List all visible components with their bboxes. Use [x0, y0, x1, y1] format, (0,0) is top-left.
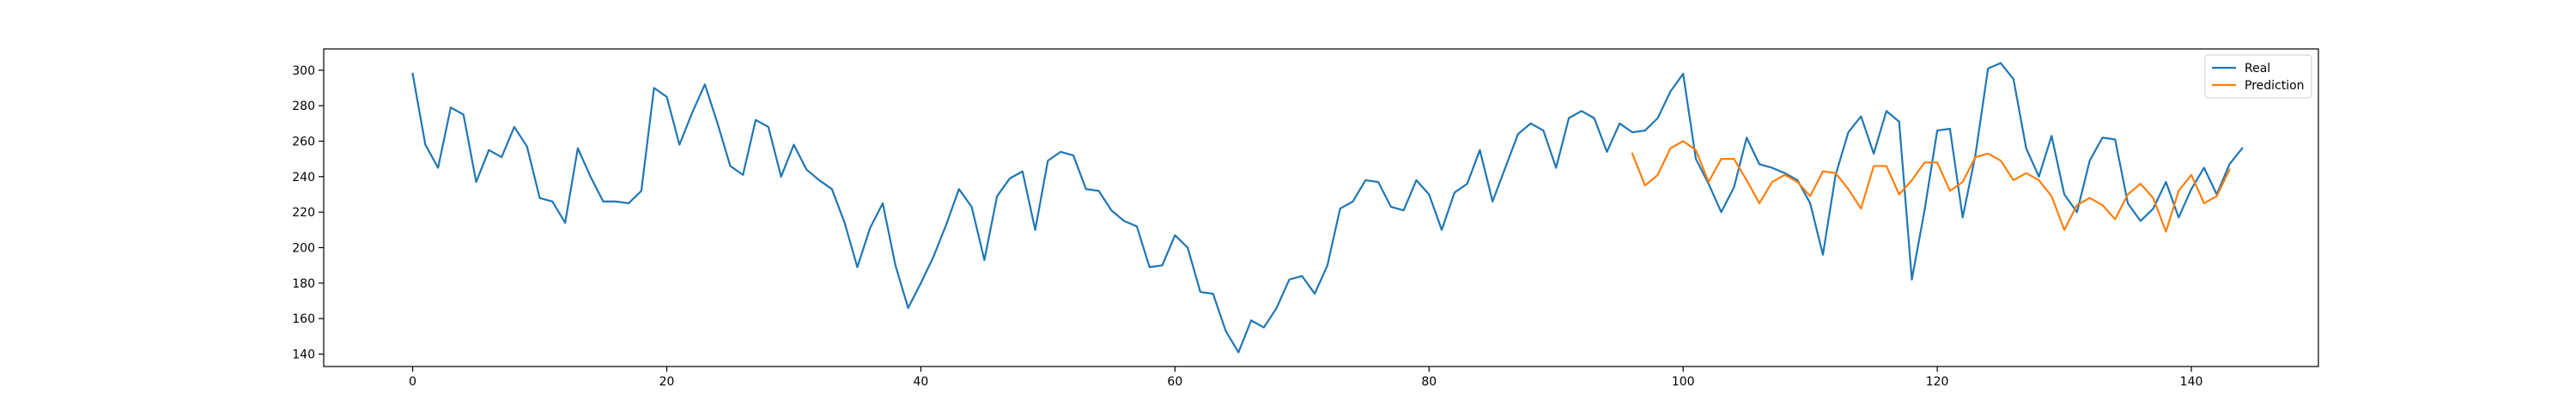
x-tick-label: 20 — [659, 375, 675, 389]
y-tick-label: 260 — [292, 135, 315, 148]
x-tick-label: 140 — [2180, 375, 2203, 389]
y-tick-label: 200 — [292, 242, 315, 256]
y-tick-label: 140 — [292, 348, 315, 362]
legend-label-prediction: Prediction — [2245, 79, 2305, 93]
series-line-real — [411, 62, 2244, 354]
legend-box — [2204, 54, 2312, 99]
x-tick-label: 100 — [1672, 375, 1695, 389]
x-tick-label: 120 — [1926, 375, 1949, 389]
series-line-prediction — [1631, 140, 2231, 233]
plot-frame — [323, 48, 2319, 367]
x-tick-label: 0 — [409, 375, 416, 389]
axes-layer: 0 20 40 60 80 100 120 140 140 160 180 200 220 240 260 2… — [292, 48, 2319, 389]
x-tick-label: 40 — [914, 375, 929, 389]
y-tick-label: 300 — [292, 64, 315, 78]
x-tick-label: 80 — [1421, 375, 1437, 389]
y-tick-label: 220 — [292, 206, 315, 220]
y-tick-label: 280 — [292, 100, 315, 113]
y-tick-label: 240 — [292, 171, 315, 185]
y-tick-label: 180 — [292, 277, 315, 291]
y-tick-label: 160 — [292, 312, 315, 326]
legend: Real Prediction — [2204, 54, 2312, 99]
legend-label-real: Real — [2245, 62, 2270, 76]
x-tick-label: 60 — [1167, 375, 1182, 389]
series-layer — [411, 62, 2244, 354]
